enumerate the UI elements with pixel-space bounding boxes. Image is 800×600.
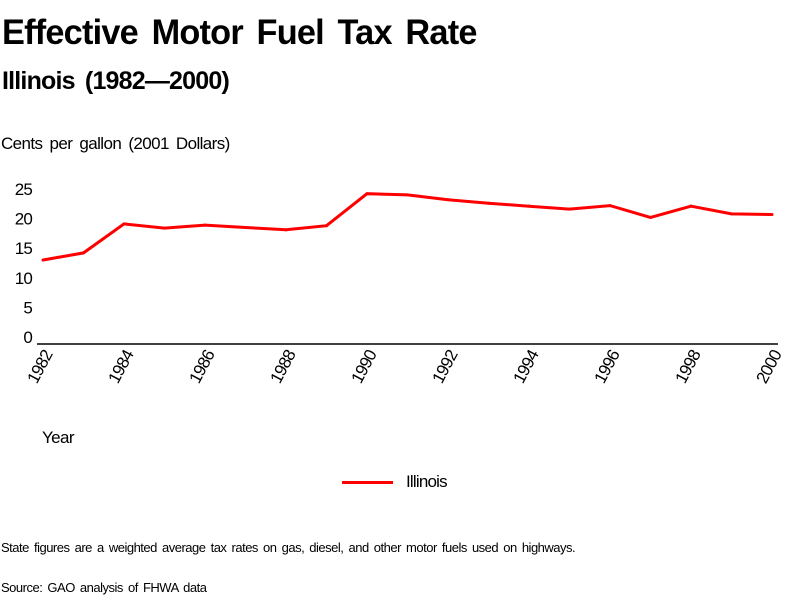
x-tick-label: 1986 xyxy=(185,347,218,387)
footnote: State figures are a weighted average tax… xyxy=(1,540,576,555)
data-point xyxy=(41,258,45,262)
data-point xyxy=(365,192,369,196)
data-point xyxy=(203,223,207,227)
chart-subtitle: Illinois (1982—2000) xyxy=(2,67,230,95)
data-point xyxy=(608,204,612,208)
x-axis-ticks: 1982 1984 1986 1988 1990 1992 1994 1996 1998 2000 xyxy=(23,347,785,387)
y-tick-label: 15 xyxy=(15,239,33,258)
data-point xyxy=(284,228,288,232)
x-tick-label: 1988 xyxy=(266,347,299,387)
data-point xyxy=(122,222,126,226)
y-tick-label: 5 xyxy=(23,298,32,317)
x-tick-label: 1990 xyxy=(347,347,380,387)
x-tick-label: 1996 xyxy=(590,347,623,387)
legend: Illinois xyxy=(342,472,448,492)
x-tick-label: 2000 xyxy=(752,347,785,387)
y-tick-label: 20 xyxy=(15,210,33,229)
x-tick-label: 1982 xyxy=(23,347,56,387)
data-point xyxy=(770,212,774,216)
y-axis-title: Cents per gallon (2001 Dollars) xyxy=(1,134,230,153)
data-point xyxy=(730,212,733,216)
y-tick-label: 25 xyxy=(15,180,33,199)
source-note: Source: GAO analysis of FHWA data xyxy=(1,580,207,595)
legend-swatch-illinois xyxy=(342,480,393,484)
y-axis-ticks: 0 5 10 15 20 25 xyxy=(15,180,33,347)
x-tick-label: 1998 xyxy=(671,347,704,387)
legend-label-illinois: Illinois xyxy=(406,472,448,491)
chart-title: Effective Motor Fuel Tax Rate xyxy=(2,13,477,52)
series-line-illinois xyxy=(42,192,773,262)
data-point xyxy=(649,215,652,219)
x-tick-label: 1994 xyxy=(509,347,542,387)
x-axis-title: Year xyxy=(42,428,75,447)
data-point xyxy=(82,251,85,255)
data-point xyxy=(406,193,409,197)
data-point xyxy=(163,226,166,230)
data-point xyxy=(487,201,490,205)
data-point xyxy=(446,198,450,202)
data-point xyxy=(527,204,531,208)
x-tick-label: 1984 xyxy=(104,347,137,387)
y-tick-label: 10 xyxy=(15,269,33,288)
x-tick-label: 1992 xyxy=(428,347,461,387)
y-tick-label: 0 xyxy=(23,328,32,347)
data-point xyxy=(325,224,328,228)
data-point xyxy=(689,204,693,208)
series-group xyxy=(41,192,774,262)
data-point xyxy=(244,225,247,229)
data-point xyxy=(568,207,571,211)
